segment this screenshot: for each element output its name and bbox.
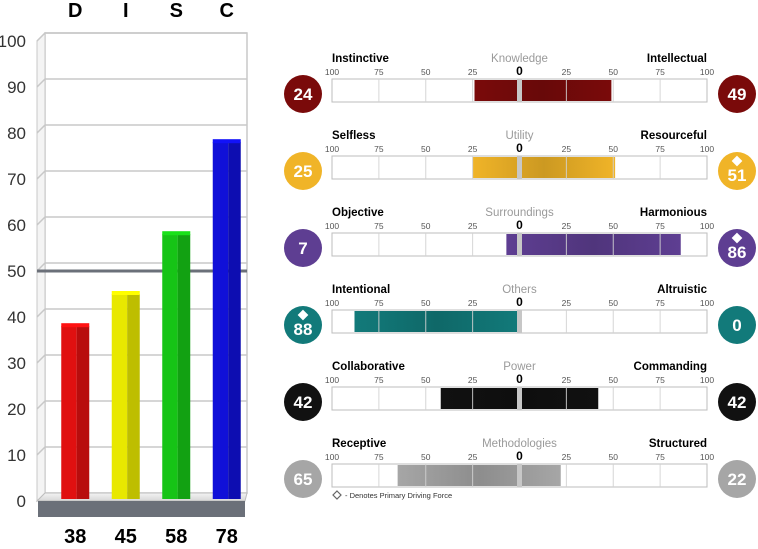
gridline [36,78,247,88]
category-label: D [68,0,82,22]
y-tick-label: 80 [7,124,26,143]
y-tick-label: 10 [7,446,26,465]
y-tick-label: 100 [0,32,26,51]
plot-floor-base [38,501,245,517]
y-tick-label: 60 [7,216,26,235]
y-tick-label: 90 [7,78,26,97]
category-label: C [220,0,234,22]
bar-c-top [212,139,241,144]
gridline [36,32,247,42]
bar-s-front [162,234,178,499]
bar-d-side [76,326,90,499]
gridline [36,216,247,226]
y-tick-label: 40 [7,308,26,327]
data-label: 38 [64,526,86,548]
category-label: S [170,0,183,22]
bar-s-top [162,231,191,236]
bar-c-front [212,142,229,499]
bar-i-front [111,294,128,499]
y-tick-label: 0 [17,492,26,511]
data-label: 45 [115,526,137,548]
y-tick-label: 30 [7,354,26,373]
bar-d-top [61,323,90,328]
bar-i-side [127,294,140,499]
bar-i-top [111,291,140,295]
bar-s-side [177,234,191,499]
category-label: I [123,0,129,22]
gridline [36,124,247,134]
y-tick-label: 50 [7,262,26,281]
bar-c-side [228,142,241,499]
data-label: 78 [216,526,238,548]
y-tick-label: 70 [7,170,26,189]
bar-d-front [61,326,77,499]
data-label: 58 [165,526,187,548]
gridline [36,170,247,180]
y-tick-label: 20 [7,400,26,419]
